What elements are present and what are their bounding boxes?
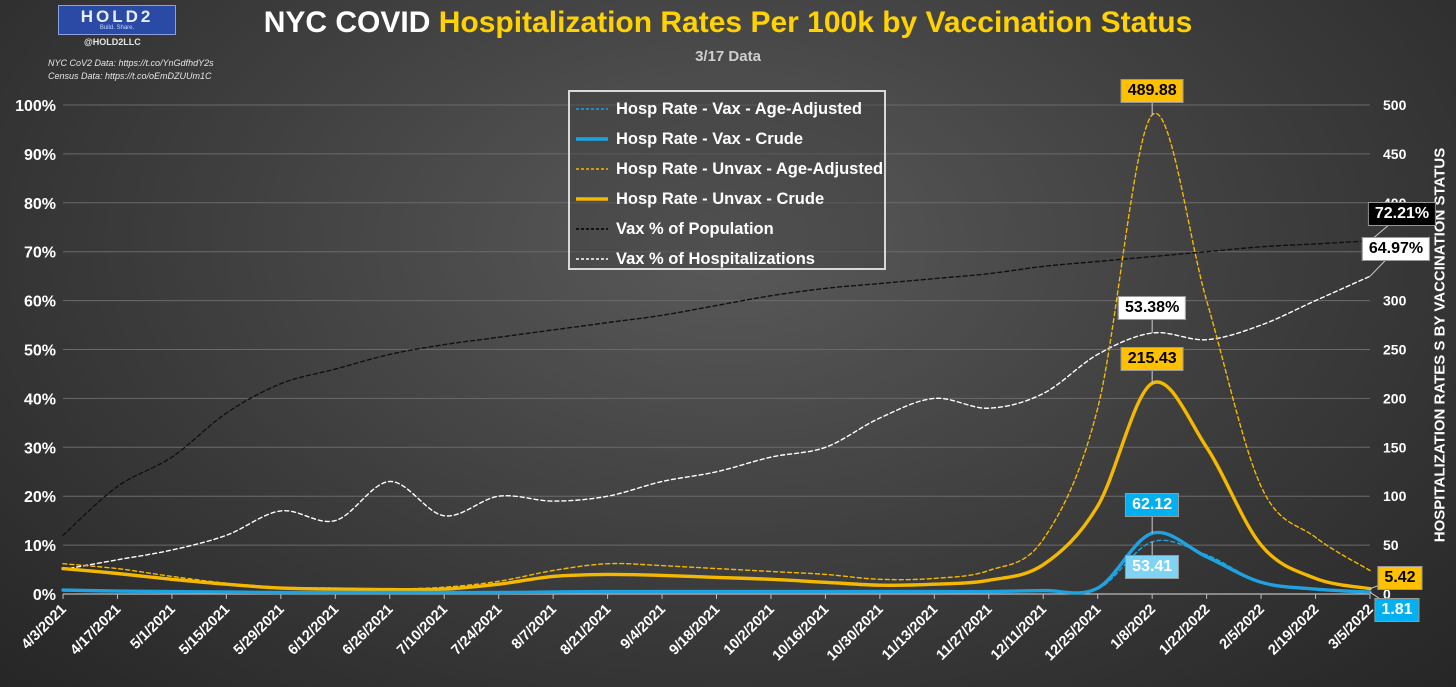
y-left-tick-label: 50% xyxy=(24,343,56,360)
callout-label: 215.43 xyxy=(1120,347,1184,372)
logo-tagline: Build. Share. xyxy=(99,25,135,31)
legend-item: Vax % of Population xyxy=(576,214,774,244)
x-tick-label: 1/8/2022 xyxy=(1108,602,1159,653)
x-tick-label: 1/22/2022 xyxy=(1157,602,1214,659)
x-tick-label: 8/21/2021 xyxy=(557,602,614,659)
y-left-tick-label: 90% xyxy=(24,147,56,164)
callout-label: 64.97% xyxy=(1361,237,1431,262)
source-line-census: Census Data: https://t.co/oEmDZUUm1C xyxy=(48,71,212,81)
title-part-2: Hospitalization Rates Per 100k by Vaccin… xyxy=(438,6,1193,39)
legend-swatch xyxy=(576,168,608,170)
chart-title: NYC COVID Hospitalization Rates Per 100k… xyxy=(0,6,1456,40)
x-tick-label: 2/5/2022 xyxy=(1217,602,1268,653)
x-tick-label: 7/10/2021 xyxy=(394,602,451,659)
series-line-4 xyxy=(62,240,1371,536)
title-part-1: NYC COVID xyxy=(263,6,431,39)
callout-label: 489.88 xyxy=(1120,78,1184,103)
legend-item: Hosp Rate - Vax - Age-Adjusted xyxy=(576,94,862,124)
legend-label: Hosp Rate - Unvax - Crude xyxy=(616,189,825,208)
y-left-tick-label: 0% xyxy=(33,587,56,604)
x-tick-label: 10/2/2021 xyxy=(721,602,778,659)
x-tick-label: 3/5/2022 xyxy=(1326,602,1377,653)
callout-label: 53.41 xyxy=(1125,554,1180,579)
legend-swatch xyxy=(576,137,608,141)
chart-subtitle: 3/17 Data xyxy=(695,48,761,65)
x-tick-label: 4/3/2021 xyxy=(19,602,70,653)
x-tick-label: 12/11/2021 xyxy=(988,602,1050,664)
source-line-cov2: NYC CoV2 Data: https://t.co/YnGdfhdY2s xyxy=(48,58,214,68)
x-tick-label: 10/16/2021 xyxy=(770,602,833,665)
y-left-tick-label: 60% xyxy=(24,294,56,311)
callout-label: 5.42 xyxy=(1377,565,1423,590)
x-tick-label: 9/4/2021 xyxy=(618,602,669,653)
x-tick-label: 8/7/2021 xyxy=(509,602,560,653)
x-tick-label: 2/19/2022 xyxy=(1265,602,1322,659)
legend-item: Vax % of Hospitalizations xyxy=(576,244,815,274)
hold2-logo: HOLD2 Build. Share. xyxy=(58,5,176,35)
series-lines xyxy=(61,90,1403,611)
callout-label: 72.21% xyxy=(1367,201,1437,226)
logo-text: HOLD2 xyxy=(80,7,154,26)
x-tick-label: 11/13/2021 xyxy=(879,602,941,664)
x-tick-label: 5/29/2021 xyxy=(231,602,288,659)
legend-item: Hosp Rate - Vax - Crude xyxy=(576,124,803,154)
x-tick-label: 7/24/2021 xyxy=(449,602,506,659)
legend-label: Hosp Rate - Unvax - Age-Adjusted xyxy=(616,159,884,178)
x-tick-label: 4/17/2021 xyxy=(67,602,124,659)
twitter-handle: @HOLD2LLC xyxy=(84,37,141,47)
y-left-tick-label: 40% xyxy=(24,391,56,408)
y-right-tick-label: 100 xyxy=(1383,488,1407,504)
chart-legend: Hosp Rate - Vax - Age-Adjusted Hosp Rate … xyxy=(568,90,886,270)
x-tick-label: 9/18/2021 xyxy=(666,602,723,659)
y-right-tick-label: 450 xyxy=(1383,146,1407,162)
y-left-tick-label: 80% xyxy=(24,196,56,213)
legend-label: Hosp Rate - Vax - Age-Adjusted xyxy=(616,99,863,118)
y-right-tick-label: 150 xyxy=(1383,439,1407,455)
legend-label: Hosp Rate - Vax - Crude xyxy=(616,129,804,148)
series-line-3 xyxy=(61,380,1372,592)
x-tick-label: 6/12/2021 xyxy=(285,602,342,659)
x-tick-label: 5/1/2021 xyxy=(128,602,179,653)
legend-item: Hosp Rate - Unvax - Crude xyxy=(576,184,824,214)
callout-label: 53.38% xyxy=(1118,295,1187,320)
y-left-tick-label: 10% xyxy=(24,538,56,555)
legend-swatch xyxy=(576,108,608,110)
x-tick-label: 12/25/2021 xyxy=(1042,602,1105,665)
legend-item: Hosp Rate - Unvax - Age-Adjusted xyxy=(576,154,883,184)
x-tick-label: 5/15/2021 xyxy=(176,602,233,659)
legend-label: Vax % of Population xyxy=(616,219,774,238)
y-right-tick-label: 50 xyxy=(1383,537,1399,553)
y-right-tick-label: 500 xyxy=(1383,97,1407,113)
x-tick-label: 11/27/2021 xyxy=(934,602,996,664)
callout-label: 62.12 xyxy=(1125,493,1180,518)
x-tick-label: 10/30/2021 xyxy=(824,602,887,665)
legend-swatch xyxy=(576,197,608,201)
y-right-tick-label: 200 xyxy=(1383,390,1407,406)
legend-swatch xyxy=(576,228,608,230)
y-axis-right: 050100150200250300350400450500 xyxy=(1383,97,1407,602)
callout-label: 1.81 xyxy=(1374,598,1420,623)
y-right-tick-label: 300 xyxy=(1383,293,1407,309)
y-axis-left: 0% 10% 20% 30% 40% 50% 60% 70% 80% 90% 100% xyxy=(15,98,56,604)
y-right-tick-label: 0 xyxy=(1383,586,1391,602)
y-left-tick-label: 100% xyxy=(15,98,56,115)
x-tick-label: 6/26/2021 xyxy=(340,602,397,659)
legend-label: Vax % of Hospitalizations xyxy=(616,249,815,268)
y-left-tick-label: 30% xyxy=(24,440,56,457)
y-left-tick-label: 70% xyxy=(24,245,56,262)
legend-swatch xyxy=(576,258,608,260)
y-right-tick-label: 250 xyxy=(1383,342,1407,358)
y-left-tick-label: 20% xyxy=(24,489,56,506)
series-line-5 xyxy=(62,275,1371,571)
